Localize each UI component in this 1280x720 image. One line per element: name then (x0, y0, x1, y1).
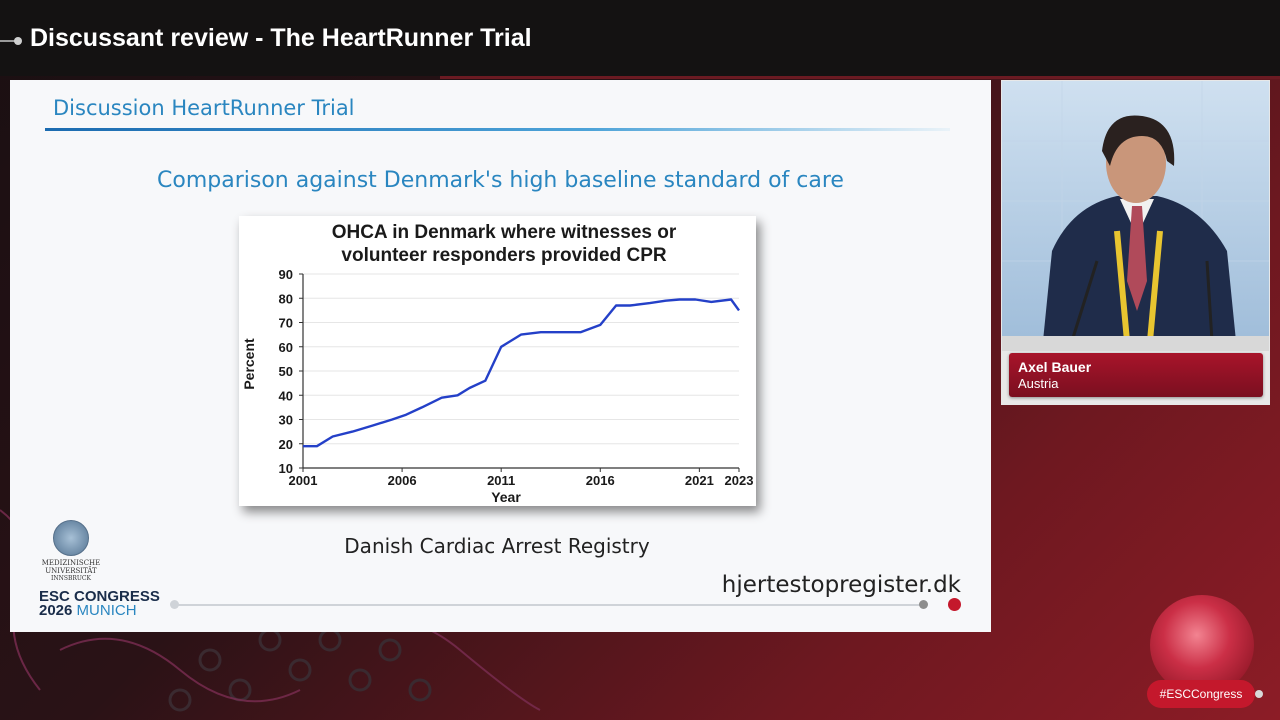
university-name: MEDIZINISCHE UNIVERSITÄT INNSBRUCK (41, 559, 101, 582)
slide-subtitle: Comparison against Denmark's high baseli… (157, 168, 844, 193)
chart-xlabel: Year (491, 489, 521, 505)
y-tick-label: 10 (279, 461, 293, 476)
title-bar: Discussant review - The HeartRunner Tria… (0, 0, 1280, 79)
source-url: hjertestopregister.dk (721, 572, 961, 598)
slide-footer-line (174, 604, 924, 606)
y-tick-label: 30 (279, 413, 293, 428)
x-tick-label: 2001 (289, 473, 318, 488)
y-tick-label: 60 (279, 340, 293, 355)
chart-title-line1: OHCA in Denmark where witnesses or (332, 222, 677, 243)
slide-heading: Discussion HeartRunner Trial (53, 96, 355, 120)
hashtag-dot (1255, 690, 1263, 698)
y-tick-label: 90 (279, 267, 293, 282)
slide-footer-dot-accent (948, 598, 961, 611)
series-line (303, 298, 740, 448)
speaker-video (1002, 81, 1269, 351)
chart-title-line2: volunteer responders provided CPR (341, 245, 666, 266)
chart-card: OHCA in Denmark where witnesses or volun… (239, 216, 756, 506)
y-tick-label: 70 (279, 316, 293, 331)
title-bar-accent-line (440, 76, 1280, 79)
y-tick-label: 80 (279, 291, 293, 306)
slide-footer-dot (170, 600, 179, 609)
speaker-name-plate: Axel Bauer Austria (1009, 353, 1263, 397)
y-tick-label: 20 (279, 437, 293, 452)
hashtag-badge: #ESCCongress (1147, 680, 1255, 708)
y-tick-label: 50 (279, 364, 293, 379)
title-bar-line (0, 40, 16, 42)
x-tick-label: 2016 (586, 473, 615, 488)
presentation-slide: Discussion HeartRunner Trial Comparison … (10, 80, 991, 632)
title-bar-dot (14, 37, 22, 45)
data-source: Danish Cardiac Arrest Registry (344, 534, 650, 558)
broadcast-title: Discussant review - The HeartRunner Tria… (30, 24, 532, 52)
line-chart: OHCA in Denmark where witnesses or volun… (241, 222, 754, 505)
x-tick-label: 2023 (725, 473, 754, 488)
speaker-name: Axel Bauer (1018, 359, 1092, 375)
x-tick-label: 2021 (685, 473, 714, 488)
speaker-country: Austria (1018, 376, 1059, 391)
x-tick-label: 2006 (388, 473, 417, 488)
chart-ylabel: Percent (241, 338, 257, 390)
y-tick-label: 40 (279, 388, 293, 403)
slide-footer-dot (919, 600, 928, 609)
university-logo: MEDIZINISCHE UNIVERSITÄT INNSBRUCK (40, 520, 102, 583)
x-tick-label: 2011 (487, 473, 515, 488)
congress-globe-graphic (1150, 595, 1254, 695)
heading-rule (45, 128, 950, 131)
university-seal-icon (53, 520, 89, 556)
speaker-panel: Axel Bauer Austria (1001, 80, 1270, 405)
esc-congress-logo: ESC CONGRESS 2026 MUNICH (39, 588, 160, 619)
